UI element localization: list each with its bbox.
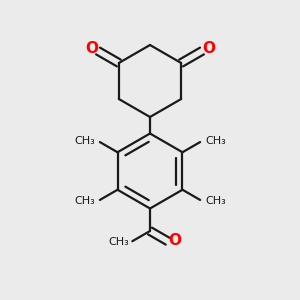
Text: O: O xyxy=(85,40,98,56)
Text: CH₃: CH₃ xyxy=(205,196,226,206)
Text: CH₃: CH₃ xyxy=(205,136,226,146)
Text: CH₃: CH₃ xyxy=(108,237,129,248)
Text: CH₃: CH₃ xyxy=(74,196,95,206)
Text: CH₃: CH₃ xyxy=(74,136,95,146)
Text: O: O xyxy=(202,40,215,56)
Text: O: O xyxy=(168,233,181,248)
